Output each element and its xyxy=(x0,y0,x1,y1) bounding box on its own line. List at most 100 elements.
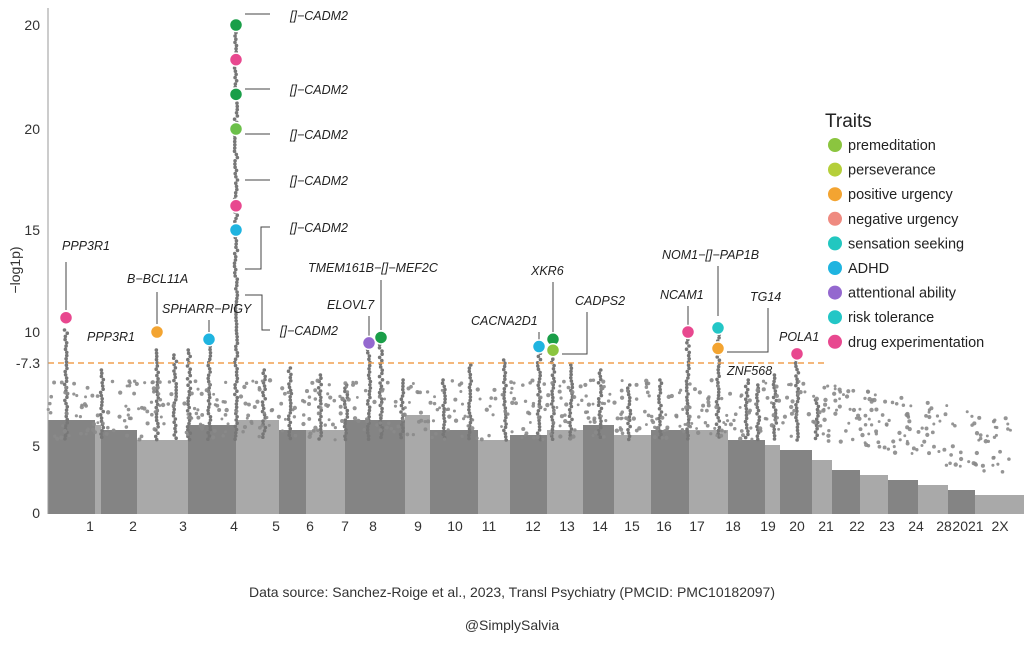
chromosome-band xyxy=(728,440,765,514)
snp-point xyxy=(234,347,238,352)
snp-point xyxy=(234,168,239,173)
snp-point xyxy=(367,376,372,381)
snp-point xyxy=(502,390,507,394)
snp-point xyxy=(637,426,642,431)
snp-point xyxy=(223,412,228,417)
snp-point xyxy=(628,424,632,429)
snp-point xyxy=(695,427,699,430)
snp-point xyxy=(915,448,919,452)
snp-point xyxy=(503,406,508,410)
hit-8: []−CADM2 xyxy=(228,198,348,270)
snp-point xyxy=(970,423,974,427)
snp-point xyxy=(158,404,162,408)
snp-point xyxy=(775,416,779,420)
snp-point xyxy=(174,359,179,364)
snp-point xyxy=(368,386,373,390)
snp-point xyxy=(794,403,798,407)
snp-point xyxy=(234,283,239,288)
snp-point xyxy=(224,380,228,384)
snp-point xyxy=(332,398,337,403)
snp-point xyxy=(822,407,826,411)
snp-point xyxy=(588,420,592,424)
snp-point xyxy=(267,423,271,427)
snp-point xyxy=(257,434,261,439)
snp-point xyxy=(619,388,624,393)
snp-point xyxy=(929,406,934,411)
snp-point xyxy=(502,387,507,391)
snp-point xyxy=(233,424,238,429)
snp-point xyxy=(188,373,193,378)
snp-point xyxy=(64,360,69,364)
snp-point xyxy=(991,463,995,467)
snp-point xyxy=(863,413,868,418)
snp-point xyxy=(316,411,321,416)
snp-point xyxy=(234,319,239,323)
snp-point xyxy=(187,389,191,394)
snp-point xyxy=(598,368,603,372)
hit-3: SPHARR−PIGY xyxy=(162,302,253,347)
snp-point xyxy=(234,322,239,326)
snp-point xyxy=(263,374,267,379)
snp-point xyxy=(651,420,656,425)
snp-point xyxy=(478,397,482,401)
snp-point xyxy=(235,293,240,298)
snp-point xyxy=(174,436,178,441)
snp-point xyxy=(598,422,603,427)
x-tick-label: 8 xyxy=(369,518,377,534)
snp-point xyxy=(211,435,216,440)
snp-point xyxy=(234,216,238,221)
snp-point xyxy=(378,421,383,425)
snp-point xyxy=(502,403,506,407)
snp-point xyxy=(705,423,710,428)
snp-point xyxy=(927,414,932,420)
gene-label: CACNA2D1 xyxy=(471,314,538,328)
snp-point xyxy=(827,428,831,433)
chromosome-band xyxy=(780,450,812,514)
snp-point xyxy=(270,408,275,412)
legend-item: attentional ability xyxy=(828,285,957,302)
hit-marker xyxy=(149,324,165,340)
snp-point xyxy=(466,424,470,428)
snp-point xyxy=(568,430,572,435)
snp-point xyxy=(545,402,550,408)
snp-point xyxy=(234,315,238,320)
snp-point xyxy=(716,409,720,414)
snp-point xyxy=(206,363,211,368)
snp-point xyxy=(757,415,762,419)
snp-point xyxy=(755,392,759,397)
snp-point xyxy=(755,396,759,400)
snp-point xyxy=(706,400,711,405)
snp-point xyxy=(313,388,318,393)
snp-point xyxy=(440,388,444,392)
snp-point xyxy=(628,396,632,400)
snp-point xyxy=(684,379,689,384)
snp-point xyxy=(665,425,670,430)
snp-point xyxy=(628,412,633,416)
hit-marker xyxy=(531,339,547,354)
snp-point xyxy=(860,432,865,438)
snp-point xyxy=(756,421,760,426)
snp-point xyxy=(598,374,603,379)
snp-point xyxy=(817,410,822,415)
snp-point xyxy=(207,395,212,400)
snp-point xyxy=(151,386,157,391)
snp-point xyxy=(206,411,211,416)
leader-line xyxy=(245,294,270,331)
snp-point xyxy=(149,400,154,404)
snp-point xyxy=(319,382,324,387)
snp-point xyxy=(232,146,237,150)
y-tick-label: 20 xyxy=(24,121,40,137)
snp-point xyxy=(715,434,719,437)
snp-point xyxy=(232,117,237,121)
snp-point xyxy=(716,368,721,372)
snp-point xyxy=(467,430,472,435)
snp-point xyxy=(199,391,204,396)
snp-point xyxy=(1000,470,1005,474)
snp-point xyxy=(65,421,70,425)
snp-point xyxy=(232,261,237,266)
snp-point xyxy=(687,414,692,419)
snp-point xyxy=(173,366,178,370)
snp-point xyxy=(338,411,343,416)
snp-point xyxy=(468,372,473,377)
